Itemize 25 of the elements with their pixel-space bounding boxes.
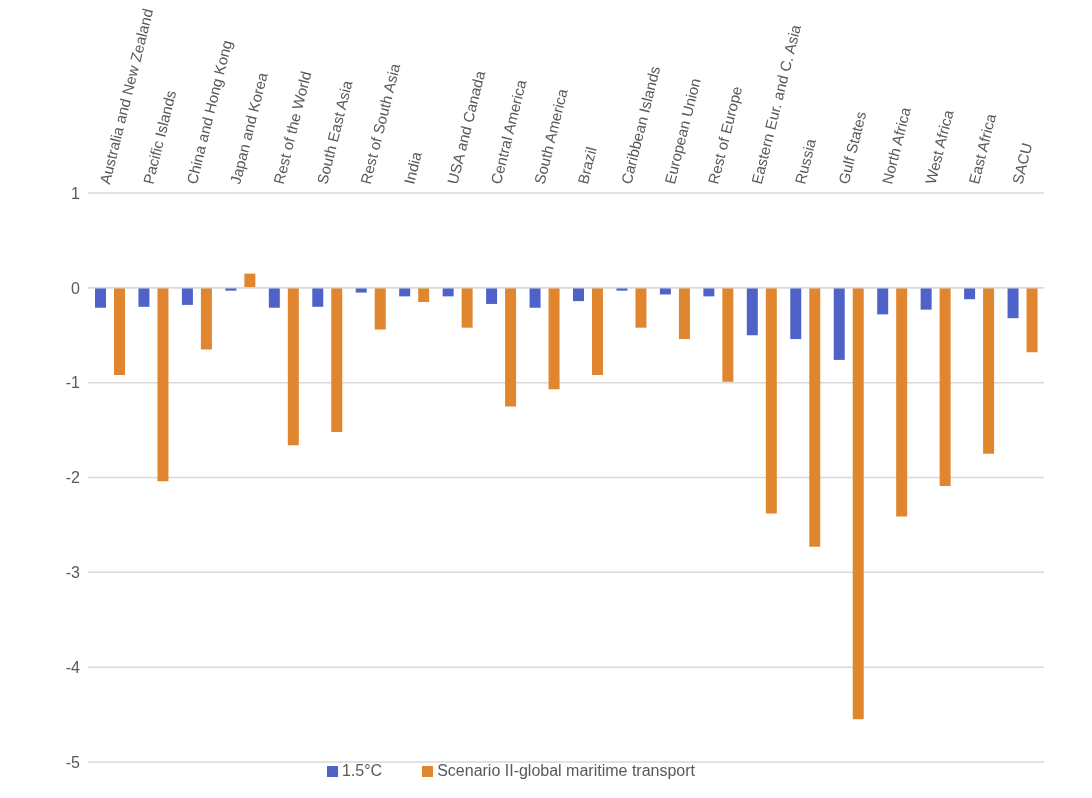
x-tick-label: SACU — [1008, 141, 1036, 186]
y-tick-label: 1 — [71, 184, 81, 202]
x-tick-label: North Africa — [878, 104, 914, 186]
x-tick-label: South East Asia — [313, 78, 356, 186]
y-tick-label: 0 — [71, 279, 81, 297]
y-tick-label: -1 — [65, 374, 81, 392]
x-tick-label: West Africa — [921, 107, 957, 186]
x-tick-label: Brazil — [574, 145, 600, 186]
x-tick-label: Rest of Europe — [704, 84, 746, 186]
x-tick-label: South America — [530, 86, 571, 186]
x-tick-label: Russia — [791, 136, 820, 186]
legend-label: 1.5°C — [341, 762, 383, 779]
x-tick-label: European Union — [661, 76, 704, 186]
y-tick-label: -2 — [65, 469, 81, 487]
y-tick-label: -4 — [65, 658, 81, 676]
x-tick-label: East Africa — [965, 111, 1000, 186]
y-tick-label: -5 — [65, 753, 81, 771]
x-tick-label: Pacific Islands — [139, 88, 180, 186]
legend-label: Scenario II-global maritime transport — [437, 762, 696, 779]
x-tick-label: Japan and Korea — [226, 70, 271, 186]
x-tick-label: USA and Canada — [443, 68, 489, 186]
y-tick-label: -3 — [65, 564, 81, 582]
x-tick-label: Gulf States — [834, 109, 870, 186]
x-tick-label: Central America — [487, 77, 530, 186]
x-tick-label: Rest of the World — [269, 69, 315, 186]
